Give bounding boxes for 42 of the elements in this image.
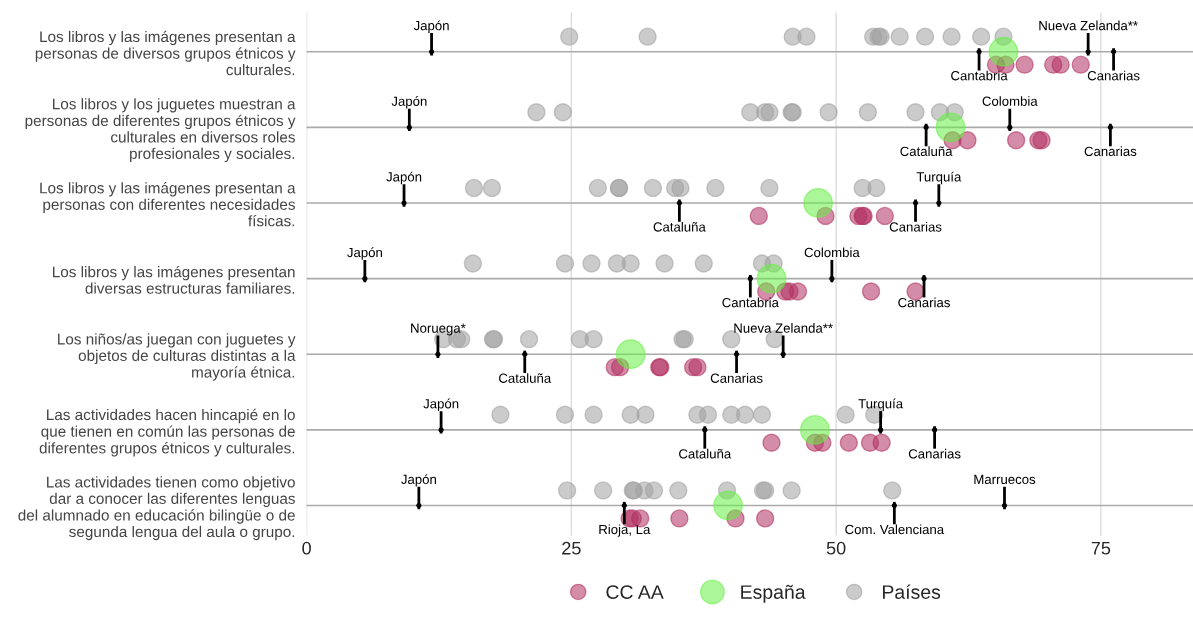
data-label: Cataluña <box>653 221 706 232</box>
data-label: Canarias <box>889 221 942 232</box>
data-label: Com. Valenciana <box>845 524 945 535</box>
legend-label: Países <box>882 584 941 599</box>
x-tick-label: 50 <box>826 541 846 555</box>
data-label: Japón <box>413 20 449 33</box>
data-label: Marruecos <box>974 474 1036 485</box>
y-tick-label: Las actividades tienen como objetivo dar a conocer las diferentes lenguas del alumnado en educación bilingüe o de segunda lengua del aula o grupo. <box>18 476 295 541</box>
data-label: Japón <box>347 247 382 260</box>
data-label: Cataluña <box>499 373 552 383</box>
y-tick-label: Los libros y las imágenes presentan diversas estructuras familiares. <box>53 265 295 294</box>
y-tick-label: Los niños/as juegan con juguetes y objetos de culturas distintas a la mayoría étnica. <box>58 333 296 381</box>
data-label: Colombia <box>982 96 1038 106</box>
data-label: Canarias <box>1087 70 1140 81</box>
x-tick-label: 25 <box>562 541 581 555</box>
data-label: Cantabria <box>951 70 1008 81</box>
data-label: Japón <box>401 474 436 487</box>
y-tick-label: Los libros y las imágenes presentan a personas de diversos grupos étnicos y culturales. <box>35 30 296 76</box>
data-label: Nueva Zelanda** <box>1039 20 1138 31</box>
data-label: Canarias <box>1084 146 1137 157</box>
legend-label: España <box>741 584 806 603</box>
data-label: Rioja, La <box>599 524 651 537</box>
data-label: Noruega* <box>411 323 466 336</box>
data-label: Colombia <box>804 247 860 258</box>
y-tick-label: Los libros y los juguetes muestran a personas de diferentes grupos étnicos y culturales en diversos roles profesionales y sociales. <box>25 98 296 163</box>
legend-label: CC AA <box>606 585 664 599</box>
data-label: Japón <box>391 96 427 109</box>
data-label: Canarias <box>908 448 961 459</box>
data-label: Nueva Zelanda** <box>734 323 833 333</box>
y-tick-label: Los libros y las imágenes presentan a personas con diferentes necesidades físicas. <box>40 182 296 227</box>
data-label: Turquía <box>916 171 962 185</box>
data-label: Turquía <box>858 398 904 411</box>
data-label: Japón <box>386 171 422 185</box>
data-label: Cantabria <box>722 297 779 308</box>
data-label: Cataluña <box>900 146 953 157</box>
x-tick-label: 0 <box>302 541 311 555</box>
x-tick-label: 75 <box>1091 542 1111 555</box>
data-label: Canarias <box>710 373 763 383</box>
data-label: Japón <box>423 398 459 411</box>
y-tick-label: Las actividades hacen hincapié en lo que tienen en común las personas de diferentes grupos étnicos y culturales. <box>39 408 295 457</box>
data-label: Canarias <box>898 297 950 308</box>
data-label: Cataluña <box>679 448 732 459</box>
